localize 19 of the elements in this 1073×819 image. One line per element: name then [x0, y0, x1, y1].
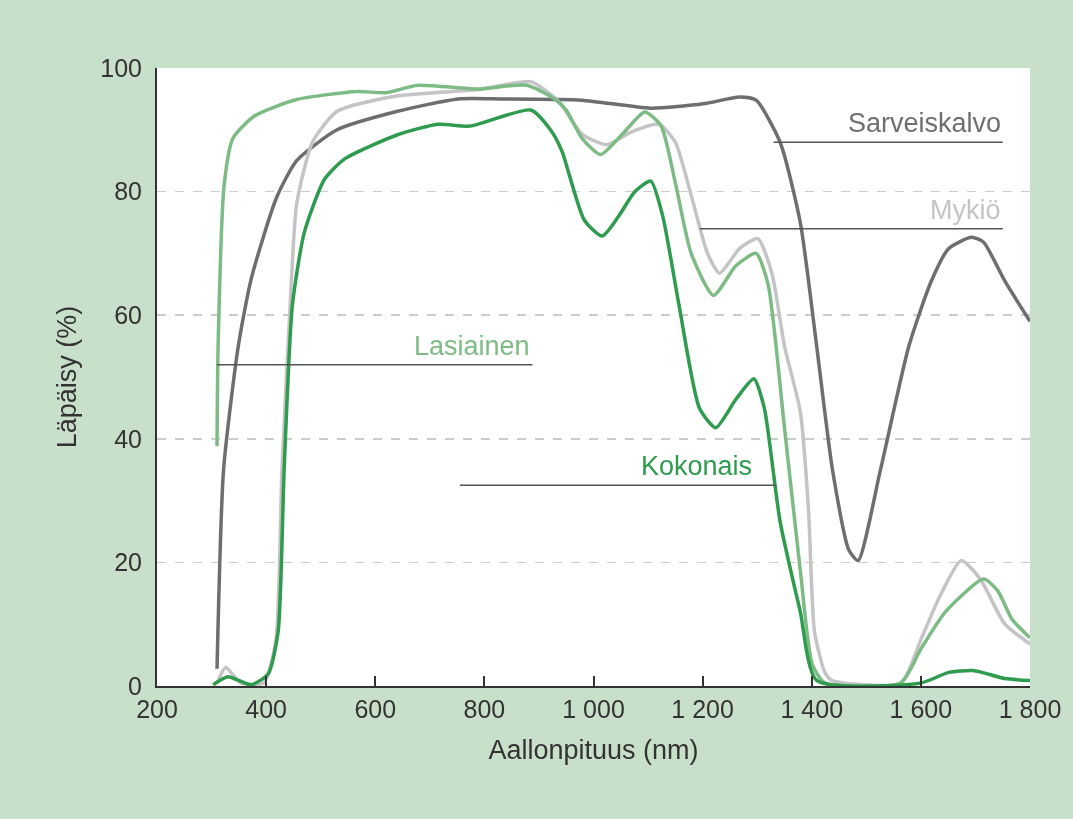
text: Mykiö	[930, 195, 1001, 225]
y-tick-label: 20	[114, 548, 142, 577]
y-axis-title: Läpäisy (%)	[51, 305, 82, 449]
series-label: Kokonais	[641, 451, 753, 481]
x-tick-label: 400	[245, 695, 287, 723]
x-tick-label: 1 400	[780, 695, 844, 723]
x-tick-label: 1 600	[889, 695, 953, 723]
y-tick-label: 80	[114, 177, 142, 206]
text: Sarveiskalvo	[848, 108, 1002, 138]
x-tick-label: 1 000	[562, 695, 625, 723]
y-tick-label: 100	[100, 53, 142, 82]
text: Lasiainen	[414, 331, 530, 361]
x-tick-label: 1 800	[998, 695, 1062, 723]
y-tick-label: 60	[114, 300, 142, 329]
x-tick-label: 800	[463, 695, 506, 723]
x-tick-label: 1 200	[671, 695, 734, 723]
x-axis-title: Aallonpituus (nm)	[488, 734, 699, 765]
y-tick-label: 40	[114, 424, 142, 453]
x-tick-label: 600	[354, 695, 397, 723]
